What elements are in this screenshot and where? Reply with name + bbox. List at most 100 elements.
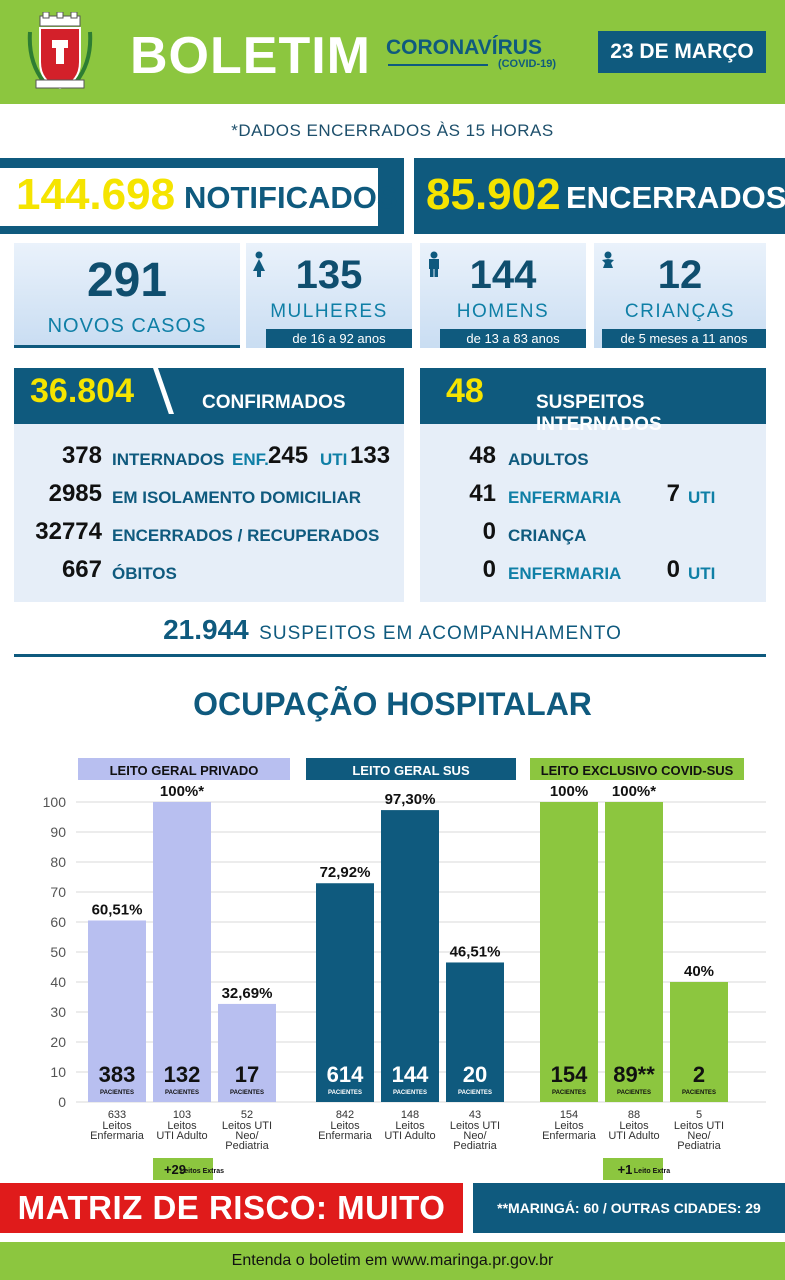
- bar-patients-value: 614: [327, 1062, 364, 1087]
- suspeitos-label: SUSPEITOS INTERNADOS: [536, 392, 662, 435]
- isolamento-label: EM ISOLAMENTO DOMICILIAR: [112, 488, 362, 507]
- category-label: Leitos UTI: [222, 1120, 272, 1132]
- closing-time-note: *DADOS ENCERRADOS ÀS 15 HORAS: [231, 121, 554, 140]
- acompanhamento-value: 21.944: [163, 614, 249, 645]
- criancas-value: 12: [657, 253, 703, 297]
- category-label: Leitos: [395, 1120, 425, 1132]
- bar-patients-value: 383: [99, 1062, 136, 1087]
- category-label: UTI Adulto: [384, 1130, 435, 1142]
- suspeitos-header: 48 SUSPEITOS INTERNADOS: [420, 368, 766, 435]
- bar: [446, 962, 504, 1102]
- category-label: Leitos: [619, 1120, 649, 1132]
- category-label: Pediatria: [677, 1140, 721, 1152]
- group-header: [530, 758, 744, 780]
- group-header-label: LEITO GERAL SUS: [352, 763, 470, 778]
- y-tick-label: 0: [58, 1094, 66, 1110]
- category-beds: 5: [696, 1109, 702, 1121]
- extra-beds-value: +29: [164, 1162, 186, 1177]
- table-row: 48 ADULTOS: [420, 440, 766, 478]
- category-label: UTI Adulto: [156, 1130, 207, 1142]
- adultos-uti-label: UTI: [688, 488, 716, 507]
- category-beds: 148: [401, 1109, 419, 1121]
- adultos-enfermaria-value: 41: [469, 480, 496, 507]
- confirmados-label: CONFIRMADOS: [202, 392, 346, 413]
- risk-matrix-banner: MATRIZ DE RISCO: MUITO ALTO: [0, 1183, 463, 1276]
- table-row: 667 ÓBITOS: [14, 554, 404, 592]
- bar-patients-value: 89**: [613, 1062, 655, 1087]
- table-row: 0 ENFERMARIA 0 UTI: [420, 554, 766, 592]
- table-row: 32774 ENCERRADOS / RECUPERADOS: [14, 516, 404, 554]
- adultos-value: 48: [469, 442, 496, 469]
- bar-patients-label: PACIENTES: [393, 1090, 427, 1096]
- mulheres-value: 135: [295, 253, 363, 297]
- bar: [381, 810, 439, 1102]
- table-row: 41 ENFERMARIA 7 UTI: [420, 478, 766, 516]
- group-header-label: LEITO GERAL PRIVADO: [110, 763, 259, 778]
- bar-percent-label: 32,69%: [222, 985, 273, 1002]
- bar-patients-value: 2: [693, 1062, 705, 1087]
- y-tick-label: 30: [50, 1004, 66, 1020]
- extra-beds-badge: [153, 1158, 213, 1180]
- bar-percent-label: 60,51%: [92, 901, 143, 918]
- encerrados-label: ENCERRADOS: [566, 180, 785, 215]
- bar: [88, 920, 146, 1102]
- category-label: Enfermaria: [90, 1130, 145, 1142]
- y-tick-label: 60: [50, 914, 66, 930]
- recuperados-label: ENCERRADOS / RECUPERADOS: [112, 526, 380, 545]
- adultos-uti-value: 7: [666, 480, 680, 507]
- bar-patients-value: 154: [551, 1062, 588, 1087]
- internados-value: 378: [61, 442, 102, 469]
- mulheres-age-range: de 16 a 92 anos: [266, 329, 412, 348]
- extra-beds-badge: [603, 1158, 663, 1180]
- category-beds: 842: [336, 1109, 354, 1121]
- bar-patients-label: PACIENTES: [230, 1090, 264, 1096]
- bar-percent-label: 100%: [550, 783, 588, 800]
- bar-patients-label: PACIENTES: [458, 1090, 492, 1096]
- footer-bar: Entenda o boletim em www.maringa.pr.gov.…: [0, 1242, 785, 1280]
- bar: [605, 802, 663, 1102]
- woman-icon: [253, 251, 265, 277]
- suspeitos-value: 48: [446, 372, 484, 410]
- crianca-label: CRIANÇA: [508, 526, 587, 545]
- crianca-enfermaria-value: 0: [482, 556, 496, 583]
- bar-percent-label: 72,92%: [320, 864, 371, 881]
- bar: [153, 802, 211, 1102]
- coronavirus-label: CORONAVÍRUS: [386, 36, 542, 59]
- criancas-card: 12 CRIANÇAS de 5 meses a 11 anos: [594, 243, 766, 348]
- encerrados-banner: 85.902 ENCERRADOS: [414, 158, 785, 234]
- notificados-label: NOTIFICADOS: [184, 180, 398, 215]
- bar: [670, 982, 728, 1102]
- group-header-label: LEITO EXCLUSIVO COVID-SUS: [541, 763, 734, 778]
- crianca-uti-label: UTI: [688, 564, 716, 583]
- patient-origin-note: **MARINGÁ: 60 / OUTRAS CIDADES: 29: [473, 1183, 785, 1233]
- extra-beds-label: Leito Extra: [634, 1168, 670, 1175]
- extra-beds-value: +1: [618, 1162, 633, 1177]
- category-beds: 103: [173, 1109, 191, 1121]
- internados-label: INTERNADOS: [112, 450, 225, 469]
- bar-percent-label: 100%*: [160, 783, 204, 800]
- category-label: Neo/: [235, 1130, 259, 1142]
- y-tick-label: 80: [50, 854, 66, 870]
- category-beds: 154: [560, 1109, 578, 1121]
- uti-value: 133: [350, 442, 391, 469]
- y-tick-label: 100: [43, 794, 67, 810]
- category-label: Enfermaria: [542, 1130, 597, 1142]
- y-tick-label: 20: [50, 1034, 66, 1050]
- category-label: Leitos UTI: [674, 1120, 724, 1132]
- homens-value: 144: [469, 253, 537, 297]
- table-row: 0 CRIANÇA: [420, 516, 766, 554]
- crianca-value: 0: [482, 518, 496, 545]
- category-label: UTI Adulto: [608, 1130, 659, 1142]
- y-tick-label: 10: [50, 1064, 66, 1080]
- y-tick-label: 50: [50, 944, 66, 960]
- category-label: Neo/: [463, 1130, 487, 1142]
- bar-percent-label: 97,30%: [385, 791, 436, 808]
- y-tick-label: 70: [50, 884, 66, 900]
- notificados-value: 144.698: [16, 170, 176, 219]
- category-beds: 52: [241, 1109, 253, 1121]
- bar: [218, 1003, 276, 1102]
- uti-label: UTI: [320, 450, 348, 469]
- category-label: Enfermaria: [318, 1130, 373, 1142]
- enf-label: ENF.: [232, 450, 269, 469]
- bulletin-title: BOLETIM: [130, 27, 371, 85]
